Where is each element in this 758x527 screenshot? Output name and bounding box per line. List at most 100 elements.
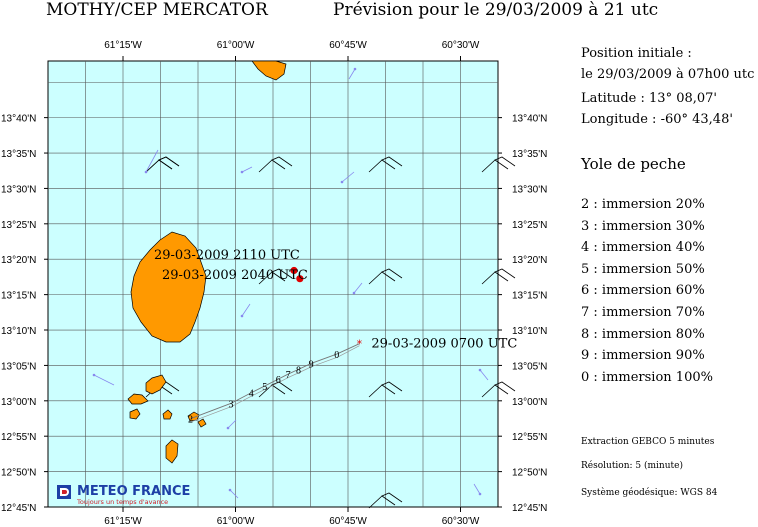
- lon-tick-label-bottom: 61°00'W: [217, 516, 255, 527]
- wind-barb: [368, 156, 403, 173]
- lon-tick-label-top: 61°15'W: [104, 40, 142, 51]
- lon-tick-label-top: 60°30'W: [442, 40, 480, 51]
- current-arrow: [473, 483, 481, 495]
- current-arrow-head: [340, 180, 344, 184]
- legend-item: 6 : immersion 60%: [581, 283, 705, 299]
- logo-name: METEO FRANCE: [77, 484, 191, 499]
- forecast-point-label: 29-03-2009 2110 UTC: [154, 248, 300, 263]
- lon-tick-label-bottom: 60°30'W: [442, 516, 480, 527]
- lat-tick-label-right: 12°50'N: [512, 468, 547, 479]
- drift-track-code: 9: [309, 359, 314, 370]
- legend-item: 4 : immersion 40%: [581, 240, 705, 256]
- lat-tick-label-left: 13°10'N: [1, 326, 36, 337]
- lon-tick-label-bottom: 60°45'W: [329, 516, 367, 527]
- drift-track-line: [190, 343, 360, 420]
- lat-tick-label-left: 13°25'N: [1, 220, 36, 231]
- wind-barb: [368, 381, 403, 398]
- current-arrow-head: [226, 426, 230, 430]
- start-point-marker: *: [357, 338, 363, 351]
- lat-tick-label-right: 13°15'N: [512, 291, 547, 302]
- legend-item: 0 : immersion 100%: [581, 369, 713, 385]
- lat-tick-label-left: 13°30'N: [1, 184, 36, 195]
- current-arrow-head: [228, 488, 232, 492]
- lon-tick-label-top: 61°00'W: [217, 40, 255, 51]
- current-arrow-head: [478, 492, 482, 496]
- lat-tick-label-right: 13°40'N: [512, 114, 547, 125]
- forecast-point: [296, 275, 304, 283]
- islet-d: [165, 439, 179, 464]
- wind-barb: [481, 156, 516, 173]
- lat-tick-label-left: 12°45'N: [1, 503, 36, 514]
- lat-tick-label-left: 13°00'N: [1, 397, 36, 408]
- forecast-points: * 29-03-2009 0700 UTC 29-03-2009 2110 UTC 2…: [154, 248, 517, 352]
- resolution-note: Résolution: 5 (minute): [581, 461, 683, 471]
- lat-tick-label-left: 12°55'N: [1, 432, 36, 443]
- legend-item: 9 : immersion 90%: [581, 348, 705, 364]
- forecast-point-label: 29-03-2009 2040 UTC: [162, 268, 308, 283]
- current-arrow: [348, 68, 356, 80]
- current-arrow: [229, 489, 239, 499]
- object-type: Yole de peche: [581, 155, 686, 173]
- current-arrow: [241, 166, 253, 173]
- wind-barb: [481, 381, 516, 398]
- drift-track-code: 8: [296, 365, 301, 376]
- logo-slogan: Toujours un temps d'avance: [77, 498, 169, 506]
- lat-tick-label-right: 13°25'N: [512, 220, 547, 231]
- meteo-france-logo-mark: [57, 485, 71, 499]
- map-title: MOTHY/CEP MERCATOR: [46, 0, 268, 20]
- lat-tick-label-left: 13°15'N: [1, 291, 36, 302]
- forecast-date-title: Prévision pour le 29/03/2009 à 21 utc: [333, 0, 659, 20]
- extraction-note: Extraction GEBCO 5 minutes: [581, 437, 715, 447]
- initial-date: le 29/03/2009 à 07h00 utc: [581, 67, 755, 82]
- wind-barb: [368, 492, 403, 509]
- current-arrow: [93, 374, 115, 386]
- geodesic-note: Système géodésique: WGS 84: [581, 488, 718, 498]
- legend-item: 2 : immersion 20%: [581, 197, 705, 212]
- legend-item: 3 : immersion 30%: [581, 218, 705, 234]
- latitude: Latitude : 13° 08,07': [581, 91, 717, 106]
- lon-tick-label-bottom: 61°15'W: [104, 516, 142, 527]
- current-arrow-head: [240, 314, 244, 318]
- current-arrow-head: [352, 291, 356, 295]
- lat-tick-label-left: 13°40'N: [1, 114, 36, 125]
- legend-item: 8 : immersion 80%: [581, 326, 705, 342]
- current-arrow-head: [478, 368, 482, 372]
- saint-vincent-island: [130, 231, 207, 343]
- forecast-point: [290, 266, 298, 275]
- drift-track-code: 2: [188, 415, 193, 426]
- lat-tick-label-left: 13°05'N: [1, 361, 36, 372]
- meteo-france-logo: METEO FRANCE Toujours un temps d'avance: [57, 484, 197, 506]
- drift-track-code: 0: [334, 350, 339, 361]
- wind-barb: [368, 268, 403, 285]
- wind-barb: [258, 156, 293, 173]
- lat-tick-label-right: 13°10'N: [512, 326, 547, 337]
- wind-barbs: [92, 67, 516, 509]
- wind-barb: [481, 268, 516, 285]
- lat-tick-label-right: 13°30'N: [512, 184, 547, 195]
- islet-f: [197, 418, 207, 428]
- current-arrow-head: [144, 170, 148, 174]
- start-point-label: 29-03-2009 0700 UTC: [371, 337, 517, 352]
- current-arrow-head: [353, 67, 357, 71]
- lat-tick-label-right: 13°05'N: [512, 361, 547, 372]
- lat-tick-label-right: 13°20'N: [512, 255, 547, 266]
- current-arrow-head: [92, 373, 96, 377]
- legend-item: 7 : immersion 70%: [581, 305, 705, 320]
- lat-tick-label-left: 13°20'N: [1, 255, 36, 266]
- initial-position-label: Position initiale :: [581, 46, 692, 61]
- axis-ticks: 61°15'W 61°15'W 61°00'W 61°00'W 60°45'W 60°45…: [1, 40, 547, 527]
- lat-tick-label-left: 13°35'N: [1, 149, 36, 160]
- longitude: Longitude : -60° 43,48': [581, 112, 733, 127]
- current-arrow-head: [240, 170, 244, 174]
- land: [127, 60, 287, 464]
- islet-g: [251, 60, 287, 81]
- lat-tick-label-right: 13°35'N: [512, 149, 547, 160]
- islet-a: [127, 393, 149, 405]
- legend-item: 5 : immersion 50%: [581, 261, 705, 277]
- lon-tick-label-top: 60°45'W: [329, 40, 367, 51]
- drift-track-code: 6: [276, 375, 281, 386]
- lat-tick-label-right: 13°00'N: [512, 397, 547, 408]
- current-arrow: [227, 419, 237, 429]
- drift-track-code: 7: [286, 370, 291, 381]
